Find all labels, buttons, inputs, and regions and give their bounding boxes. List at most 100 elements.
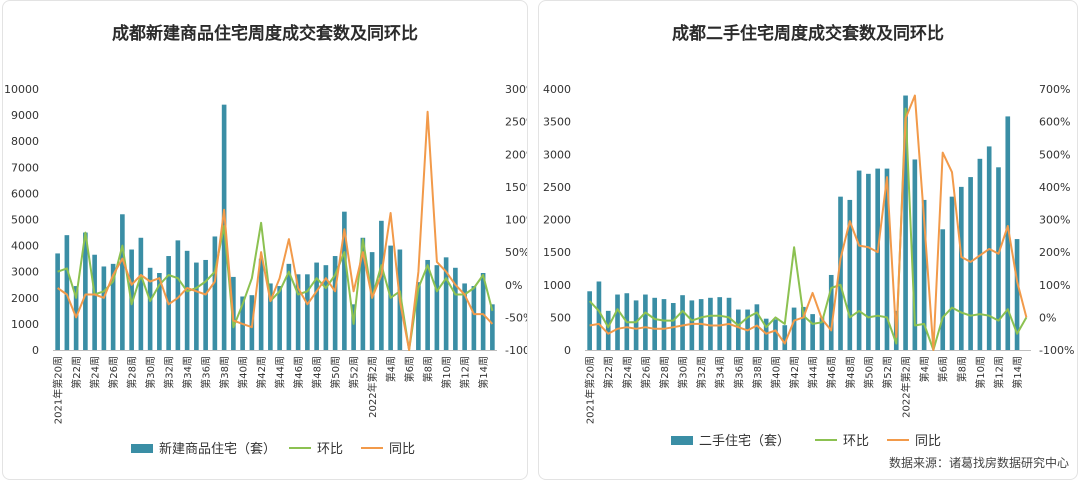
y-left-tick-label: 10000 <box>4 83 39 96</box>
bar <box>425 259 430 350</box>
x-tick-label: 第38周 <box>751 356 764 389</box>
bar <box>286 263 292 350</box>
bar <box>801 306 806 350</box>
chart-new-homes: 0 1000 2000 3000 4000 5000 6000 7000 8000 9000 100… <box>4 83 527 457</box>
chart-title-second-hand: 成都二手住宅周度成交套数及同环比 <box>672 24 944 44</box>
chart-panel-second-hand: 成都二手住宅周度成交套数及同环比 0 500 1000 1500 2000 2500 300… <box>538 0 1078 480</box>
y-left-tick-label: 1000 <box>11 318 39 331</box>
bar <box>379 220 384 350</box>
x-tick-label: 第30周 <box>677 356 690 389</box>
legend-label-yoy: 同比 <box>915 434 941 449</box>
bar <box>949 196 955 350</box>
legend-label-yoy: 同比 <box>389 442 415 457</box>
bar <box>847 199 853 350</box>
bar <box>110 263 116 350</box>
y-left-tick-label: 2000 <box>543 214 571 227</box>
line-series-yoy <box>57 110 494 351</box>
chart-title-new-homes: 成都新建商品住宅周度成交套数及同环比 <box>112 24 418 44</box>
y-left-tick-label: 0 <box>32 344 39 357</box>
y-left-tick-label: 1000 <box>543 279 571 292</box>
y-left-tick-label: 500 <box>550 311 571 324</box>
bar <box>689 300 695 350</box>
bar <box>838 196 843 350</box>
x-tick-label: 第36周 <box>732 356 745 389</box>
x-tick-label: 第22周 <box>602 356 615 389</box>
y-left-tick-label: 4000 <box>543 83 571 96</box>
bar <box>968 177 973 350</box>
x-tick-label: 第34周 <box>714 356 727 389</box>
y-right-tick-label: 50% <box>505 246 527 259</box>
y-left-tick-label: 3000 <box>11 266 39 279</box>
bar <box>369 252 375 350</box>
x-tick-label: 第26周 <box>107 356 120 389</box>
x-tick-label: 第28周 <box>126 356 139 389</box>
bar <box>652 297 658 350</box>
y-right-tick-label: 150% <box>505 181 527 194</box>
y-right-tick-label: -100% <box>505 344 527 357</box>
x-tick-label: 第14周 <box>1011 356 1024 389</box>
x-tick-label: 第34周 <box>181 356 194 389</box>
x-tick-label: 第40周 <box>237 356 250 389</box>
x-tick-label: 第8周 <box>422 356 435 382</box>
bar <box>453 267 458 350</box>
x-tick-label: 第36周 <box>200 356 213 389</box>
bar <box>101 266 107 350</box>
bar <box>782 325 788 350</box>
bar <box>360 237 366 350</box>
bar <box>996 167 1001 350</box>
chart-second-hand: 0 500 1000 1500 2000 2500 3000 3500 4000 -100% 0% 1… <box>543 83 1074 449</box>
y-left-tick-label: 2500 <box>543 181 571 194</box>
bar <box>921 199 927 350</box>
bar <box>828 274 834 350</box>
x-tick-label: 第38周 <box>218 356 231 389</box>
bar <box>83 232 88 350</box>
bar <box>203 259 208 350</box>
y-right-tick-label: 0% <box>505 279 522 292</box>
x-tick-label: 第10周 <box>440 356 453 389</box>
line-series-yoy <box>589 94 1028 351</box>
bar <box>323 265 329 350</box>
x-tick-label: 第6周 <box>937 356 950 382</box>
x-tick-label: 第40周 <box>769 356 782 389</box>
x-tick-label: 2022年第2周 <box>900 356 913 418</box>
bar <box>735 309 741 350</box>
bar <box>587 291 592 350</box>
bar <box>332 256 338 350</box>
bar <box>940 229 946 350</box>
y-right-tick-label: 250% <box>505 116 527 129</box>
x-tick-label: 第26周 <box>639 356 652 389</box>
x-tick-label: 第4周 <box>385 356 398 382</box>
x-tick-label: 第42周 <box>255 356 268 389</box>
y-left-tick-label: 3000 <box>543 148 571 161</box>
bar <box>471 286 477 350</box>
x-tick-label: 第50周 <box>329 356 342 389</box>
x-tick-label: 第52周 <box>348 356 361 389</box>
y-left-tick-label: 2000 <box>11 292 39 305</box>
data-source-note: 数据来源：诸葛找房数据研究中心 <box>888 456 1069 470</box>
y-right-tick-label: 300% <box>1039 214 1070 227</box>
bar <box>120 214 125 350</box>
legend-label-mom: 环比 <box>843 434 869 449</box>
y-right-tick-label: 700% <box>1039 83 1070 96</box>
x-tick-label: 第52周 <box>881 356 894 389</box>
bar <box>443 257 449 350</box>
bar <box>194 262 199 350</box>
bar <box>480 273 486 350</box>
x-tick-label: 2021年第20周 <box>584 356 597 424</box>
x-tick-label: 第46周 <box>292 356 305 389</box>
x-tick-label: 第44周 <box>807 356 820 389</box>
y-left-tick-label: 5000 <box>11 214 39 227</box>
bar <box>819 317 825 350</box>
bar <box>92 254 97 350</box>
bar <box>643 294 648 350</box>
y-right-tick-label: -50% <box>505 311 527 324</box>
x-tick-label: 第12周 <box>992 356 1005 389</box>
bar <box>633 300 639 350</box>
bar <box>351 304 356 350</box>
y-left-tick-label: 4000 <box>11 240 39 253</box>
x-tick-label: 2022年第2周 <box>366 356 379 418</box>
x-tick-label: 第30周 <box>144 356 157 389</box>
x-tick-label: 2021年第20周 <box>52 356 65 424</box>
bar <box>912 159 918 350</box>
y-right-tick-label: 500% <box>1039 148 1070 161</box>
